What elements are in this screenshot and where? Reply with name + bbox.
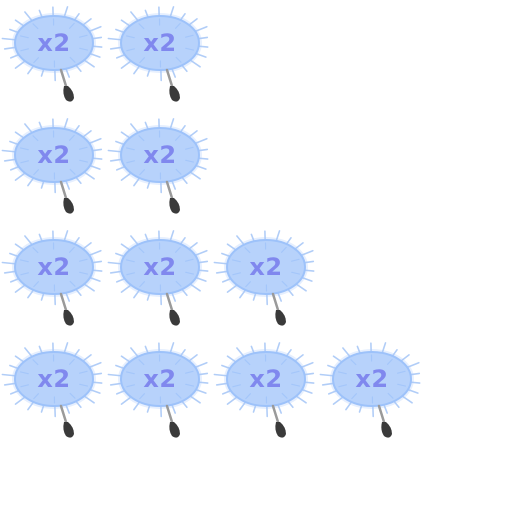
multiplier-powerup[interactable]: x2	[106, 336, 212, 448]
multiplier-label: x2	[37, 253, 71, 281]
multiplier-label: x2	[249, 253, 283, 281]
multiplier-powerup[interactable]: x2	[212, 336, 318, 448]
multiplier-label: x2	[249, 365, 283, 393]
spiky-bubble-icon	[213, 342, 315, 438]
spiky-bubble-icon	[107, 342, 209, 438]
powerup-row: x2 x2 x2 x2	[0, 336, 512, 448]
multiplier-powerup[interactable]: x2	[106, 0, 212, 112]
spiky-bubble-icon	[213, 230, 315, 326]
multiplier-powerup[interactable]: x2	[212, 224, 318, 336]
multiplier-powerup[interactable]: x2	[106, 112, 212, 224]
multiplier-powerup[interactable]: x2	[0, 0, 106, 112]
spiky-bubble-icon	[1, 118, 103, 214]
spiky-bubble-icon	[107, 6, 209, 102]
multiplier-label: x2	[37, 365, 71, 393]
multiplier-label: x2	[143, 141, 177, 169]
multiplier-powerup[interactable]: x2	[0, 336, 106, 448]
multiplier-label: x2	[143, 29, 177, 57]
multiplier-label: x2	[355, 365, 389, 393]
multiplier-powerup[interactable]: x2	[106, 224, 212, 336]
multiplier-label: x2	[143, 253, 177, 281]
powerup-row: x2 x2	[0, 0, 512, 112]
multiplier-label: x2	[143, 365, 177, 393]
spiky-bubble-icon	[107, 230, 209, 326]
powerup-row: x2 x2	[0, 112, 512, 224]
multiplier-label: x2	[37, 29, 71, 57]
multiplier-powerup[interactable]: x2	[0, 112, 106, 224]
spiky-bubble-icon	[107, 118, 209, 214]
multiplier-powerup[interactable]: x2	[0, 224, 106, 336]
spiky-bubble-icon	[1, 6, 103, 102]
multiplier-label: x2	[37, 141, 71, 169]
spiky-bubble-icon	[1, 342, 103, 438]
powerup-row: x2 x2 x2	[0, 224, 512, 336]
spiky-bubble-icon	[1, 230, 103, 326]
multiplier-powerup[interactable]: x2	[318, 336, 424, 448]
spiky-bubble-icon	[319, 342, 421, 438]
